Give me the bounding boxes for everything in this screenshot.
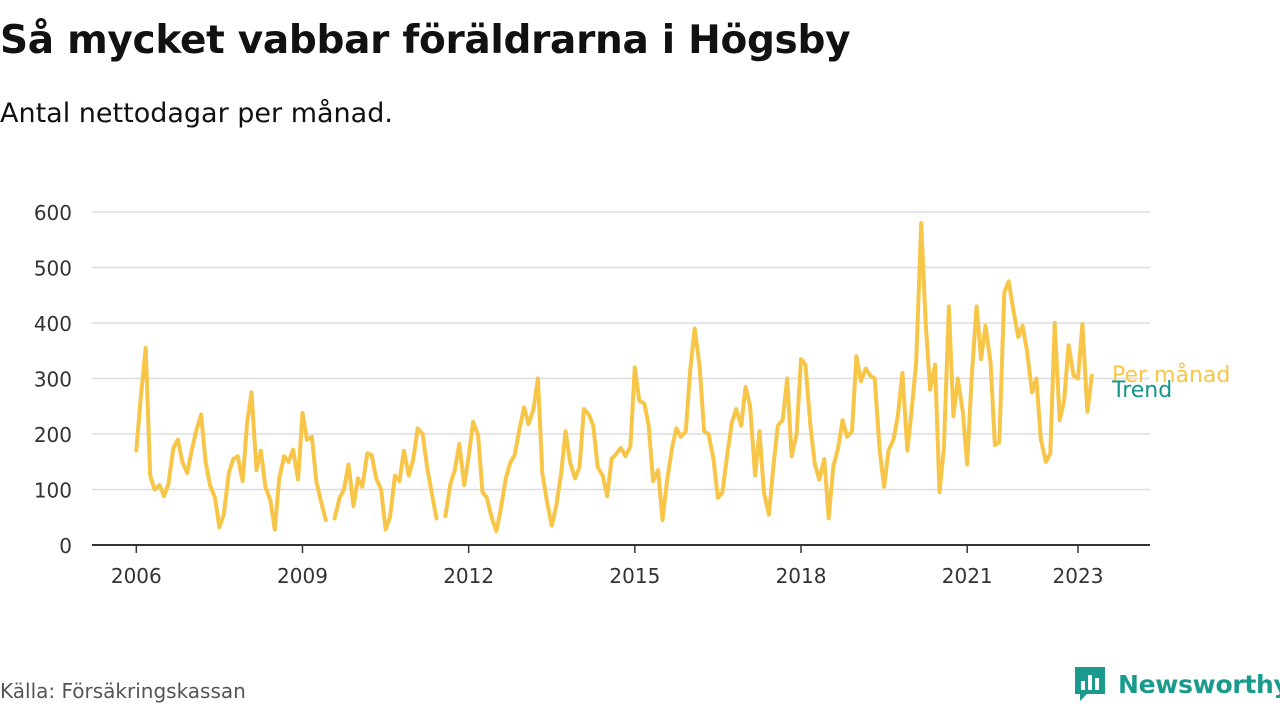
x-tick-label-2012: 2012	[443, 564, 494, 588]
y-tick-label-400: 400	[34, 312, 72, 336]
brand-name: Newsworthy	[1118, 669, 1280, 699]
source-note: Källa: Försäkringskassan	[0, 679, 246, 703]
y-tick-label-100: 100	[34, 479, 72, 503]
x-tick-label-2021: 2021	[942, 564, 993, 588]
y-tick-label-300: 300	[34, 368, 72, 392]
series-line-per-m-nad-0	[134, 346, 328, 532]
series-line-per-m-nad-2	[443, 221, 1094, 534]
series-line-per-m-nad-1	[332, 426, 439, 532]
series-label-trend: Trend	[1111, 378, 1172, 403]
y-tick-label-200: 200	[34, 423, 72, 447]
x-tick-label-2009: 2009	[277, 564, 328, 588]
chart-subtitle: Antal nettodagar per månad.	[0, 98, 393, 129]
x-tick-label-2015: 2015	[609, 564, 660, 588]
y-tick-label-600: 600	[34, 201, 72, 225]
x-tick-label-2006: 2006	[111, 564, 162, 588]
y-tick-label-0: 0	[59, 534, 72, 558]
y-tick-label-500: 500	[34, 257, 72, 281]
newsworthy-logo-icon	[1075, 667, 1105, 701]
brand-logo: Newsworthy	[1072, 664, 1280, 704]
x-tick-label-2023: 2023	[1053, 564, 1104, 588]
x-tick-label-2018: 2018	[776, 564, 827, 588]
series-label-per-manad: Per månad	[1112, 362, 1230, 388]
chart-title: Så mycket vabbar föräldrarna i Högsby	[0, 18, 851, 63]
